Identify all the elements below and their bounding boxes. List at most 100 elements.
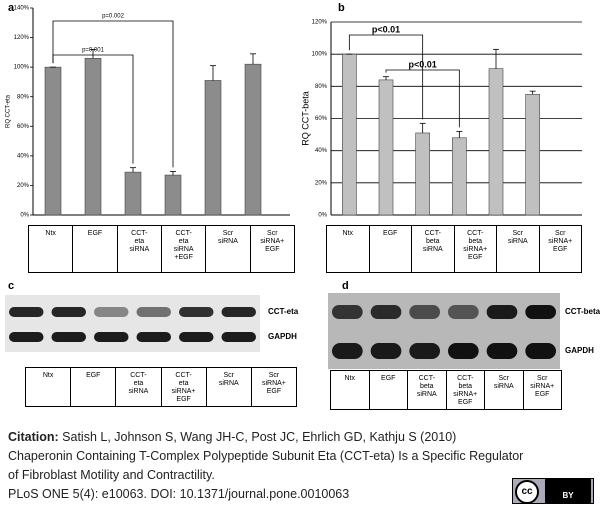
category-label: Scr siRNA+ EGF xyxy=(250,368,296,406)
significance-bracket xyxy=(52,20,174,168)
citation-line: of Fibroblast Motility and Contractility… xyxy=(8,468,215,482)
band-label: CCT-eta xyxy=(268,307,299,316)
category-label: CCT- eta siRNA+ EGF xyxy=(160,368,206,406)
blot-background xyxy=(328,293,560,369)
significance-bracket xyxy=(385,69,460,128)
bar xyxy=(124,171,142,216)
annotation: p=0.001 xyxy=(82,48,105,54)
y-tick-label: 140% xyxy=(14,6,30,12)
category-label: CCT- beta siRNA+ EGF xyxy=(445,371,485,409)
blot-band xyxy=(486,305,518,319)
blot-band xyxy=(486,343,518,359)
category-label: Scr siRNA xyxy=(484,371,523,409)
y-tick-label: 120% xyxy=(14,35,30,41)
y-axis-label: RQ CCT-eta xyxy=(6,94,12,128)
bar xyxy=(342,53,357,216)
label-table: Ntx EGF CCT- eta siRNA CCT- eta siRNA+ EGF S… xyxy=(25,367,297,407)
bar xyxy=(378,79,394,216)
panel-label: d xyxy=(342,280,349,292)
category-label: CCT- eta siRNA +EGF xyxy=(160,226,205,272)
license-symbol: cc xyxy=(515,480,539,504)
category-label: Scr siRNA xyxy=(205,368,251,406)
y-tick-label: 80% xyxy=(315,84,328,90)
citation-line: Chaperonin Containing T-Complex Polypept… xyxy=(8,449,524,463)
blot-band xyxy=(179,332,214,342)
category-label: EGF xyxy=(368,226,412,272)
blot-band xyxy=(409,343,440,359)
blot-band xyxy=(370,343,402,359)
blot-band xyxy=(221,332,256,342)
y-tick-label: 80% xyxy=(17,94,30,100)
annotation: p<0.01 xyxy=(372,24,400,34)
blot-band xyxy=(136,332,171,342)
category-label: Ntx xyxy=(342,230,354,237)
significance-bracket xyxy=(348,34,424,120)
blot-band xyxy=(448,305,479,319)
citation-line: Citation: Satish L, Johnson S, Wang JH-C… xyxy=(8,430,456,444)
category-label: EGF xyxy=(368,371,408,409)
category-label: CCT- eta siRNA xyxy=(116,226,161,272)
bar xyxy=(84,57,102,216)
panel-label: c xyxy=(8,280,14,292)
annotation: p<0.01 xyxy=(409,59,437,69)
category-label: CCT- eta siRNA xyxy=(115,368,160,406)
blot-band xyxy=(525,343,556,359)
category-label: EGF xyxy=(72,226,116,272)
bar xyxy=(204,80,222,216)
category-label: CCT- beta siRNA xyxy=(411,226,454,272)
license-type: BY xyxy=(545,479,591,503)
category-label: Scr siRNA xyxy=(205,226,249,272)
blot-band xyxy=(9,332,44,342)
y-tick-label: 120% xyxy=(312,20,328,26)
bar xyxy=(164,174,182,216)
y-tick-label: 60% xyxy=(315,116,328,122)
annotation: p=0.002 xyxy=(102,14,125,20)
bar xyxy=(452,137,467,216)
y-tick-label: 20% xyxy=(17,183,30,189)
blot-band xyxy=(332,305,363,319)
blot-band xyxy=(94,307,129,317)
y-tick-label: 100% xyxy=(312,52,328,58)
category-label: Scr siRNA+ EGF xyxy=(538,226,582,272)
category-label: Ntx xyxy=(344,375,356,382)
y-tick-label: 60% xyxy=(17,124,30,130)
bar xyxy=(488,68,504,216)
y-tick-label: 0% xyxy=(20,213,29,219)
blot-band xyxy=(409,305,440,319)
blot-band xyxy=(94,332,129,342)
blot-band xyxy=(525,305,556,319)
citation-text: Satish L, Johnson S, Wang JH-C, Post JC,… xyxy=(58,430,457,444)
blot-band xyxy=(332,343,363,359)
blot-band xyxy=(370,305,402,319)
label-table: Ntx EGF CCT- beta siRNA CCT- beta siRNA+ EG… xyxy=(330,370,562,410)
category-label: CCT- beta siRNA+ EGF xyxy=(453,226,497,272)
blot-band xyxy=(179,307,214,317)
y-tick-label: 40% xyxy=(17,153,30,159)
y-tick-label: 0% xyxy=(318,213,327,219)
blot-band xyxy=(448,343,479,359)
y-tick-label: 100% xyxy=(14,65,30,71)
bar xyxy=(244,63,262,216)
blot-band xyxy=(51,332,86,342)
blot-band xyxy=(9,307,44,317)
blot-band xyxy=(221,307,256,317)
bar xyxy=(415,132,430,216)
y-axis-label: RQ CCT-beta xyxy=(300,91,310,146)
panel-label: a xyxy=(8,2,15,14)
category-label: EGF xyxy=(70,368,115,406)
band-label: GAPDH xyxy=(565,346,594,355)
category-label: Ntx xyxy=(42,372,54,379)
bar xyxy=(44,66,62,216)
blot-background xyxy=(5,295,260,352)
citation-label: Citation: xyxy=(8,430,59,444)
panel-label: b xyxy=(338,2,345,14)
blot-band xyxy=(136,307,171,317)
blot-band xyxy=(51,307,86,317)
category-label: Scr siRNA xyxy=(496,226,539,272)
y-tick-label: 20% xyxy=(315,180,328,186)
category-label: Ntx xyxy=(45,230,56,237)
y-tick-label: 40% xyxy=(315,148,328,154)
category-label: CCT- beta siRNA xyxy=(407,371,446,409)
band-label: GAPDH xyxy=(268,332,297,341)
